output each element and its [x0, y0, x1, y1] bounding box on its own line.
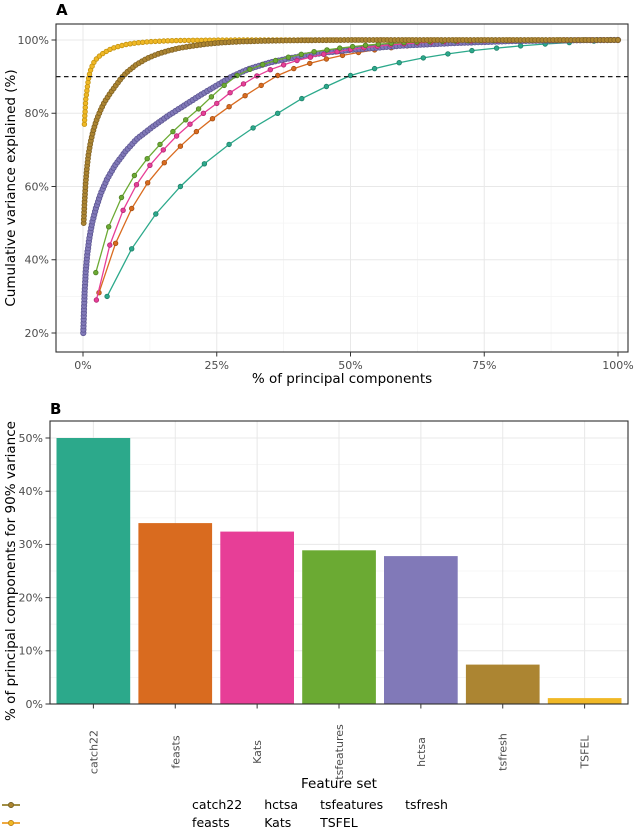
- legend-key-icon: [2, 819, 20, 826]
- series-tsfresh-points: [80, 37, 621, 227]
- panel-b-x-axis-title: Feature set: [301, 776, 377, 792]
- panel-a-line-chart: 0% 25% 50% 75% 100% 20% 40% 60% 80% 100% A % of p…: [3, 1, 634, 387]
- bars: [56, 438, 622, 704]
- legend-item-TSFEL: TSFEL: [2, 815, 383, 830]
- legend-item-tsfresh: tsfresh: [2, 797, 448, 812]
- legend-column: tsfresh: [2, 797, 448, 812]
- y-axis: 20% 40% 60% 80% 100%: [18, 34, 56, 340]
- legend-label: hctsa: [264, 797, 299, 812]
- bar-tsfresh: [465, 664, 540, 704]
- panel-border: [55, 23, 629, 353]
- x-category-label-tsfresh: tsfresh: [497, 733, 510, 771]
- legend-item-feasts: feasts: [2, 815, 242, 830]
- x-tick-label: 0%: [74, 359, 91, 372]
- panel-b-y-axis-title: % of principal components for 90% varian…: [3, 421, 19, 721]
- y-tick-label: 40%: [25, 254, 49, 267]
- legend-label: catch22: [192, 797, 243, 812]
- x-category-label-feasts: feasts: [169, 735, 182, 768]
- legend-label: TSFEL: [320, 815, 358, 830]
- x-category-label-Kats: Kats: [251, 740, 264, 764]
- panel-a-x-axis-title: % of principal components: [252, 371, 432, 387]
- y-axis: 0% 10% 20% 30% 40% 50%: [19, 432, 50, 711]
- bar-hctsa: [384, 556, 458, 704]
- x-category-label-TSFEL: TSFEL: [579, 735, 592, 770]
- panel-background: [56, 24, 628, 352]
- y-tick-label: 20%: [25, 327, 49, 340]
- x-tick-label: 100%: [602, 359, 633, 372]
- panel-a-tag: A: [56, 1, 68, 19]
- legend-column: hctsa Kats: [2, 797, 299, 830]
- bar-TSFEL: [547, 698, 622, 704]
- y-tick-label: 40%: [19, 485, 43, 498]
- x-axis: 0% 25% 50% 75% 100%: [74, 352, 634, 372]
- y-tick-label: 30%: [19, 538, 43, 551]
- x-axis: catch22 feasts Kats tsfeatures hctsa tsfresh T…: [87, 704, 592, 780]
- bar-catch22: [56, 438, 131, 704]
- legend-key-icon: [2, 801, 20, 808]
- y-tick-label: 80%: [25, 107, 49, 120]
- panel-a-plot-area: 0% 25% 50% 75% 100% 20% 40% 60% 80% 100%: [18, 23, 634, 372]
- legend-label: feasts: [192, 815, 230, 830]
- y-tick-label: 50%: [19, 432, 43, 445]
- legend-column: catch22 feasts: [2, 797, 243, 830]
- panel-a-y-axis-title: Cumulative variance explained (%): [3, 69, 19, 306]
- legend-item-hctsa: hctsa: [2, 797, 299, 812]
- y-tick-label: 100%: [18, 34, 49, 47]
- panel-b-tag: B: [50, 400, 61, 418]
- x-category-label-tsfeatures: tsfeatures: [333, 724, 346, 780]
- panel-b-plot-area: catch22 feasts Kats tsfeatures hctsa tsfresh T…: [19, 420, 629, 780]
- series-tsfresh: [80, 37, 621, 227]
- panel-b-bar-chart: catch22 feasts Kats tsfeatures hctsa tsfresh T…: [3, 400, 629, 792]
- legend-column: tsfeatures TSFEL: [2, 797, 384, 830]
- y-tick-label: 0%: [26, 698, 43, 711]
- legend-item-tsfeatures: tsfeatures: [2, 797, 384, 812]
- bar-Kats: [220, 531, 294, 704]
- x-category-label-catch22: catch22: [87, 730, 100, 774]
- y-tick-label: 20%: [19, 591, 43, 604]
- legend: catch22 feasts hctsa Kats tsfeatures TSFEL tsf…: [0, 797, 640, 830]
- series-hctsa-points: [80, 36, 622, 337]
- y-tick-label: 10%: [19, 645, 43, 658]
- x-category-label-hctsa: hctsa: [415, 737, 428, 767]
- y-tick-label: 60%: [25, 180, 49, 193]
- bar-feasts: [138, 523, 213, 704]
- bar-tsfeatures: [302, 550, 376, 704]
- legend-label: tsfresh: [405, 797, 448, 812]
- x-tick-label: 75%: [472, 359, 496, 372]
- legend-item-Kats: Kats: [2, 815, 298, 830]
- legend-item-catch22: catch22: [2, 797, 243, 812]
- x-tick-label: 50%: [338, 359, 362, 372]
- legend-label: Kats: [264, 815, 292, 830]
- x-tick-label: 25%: [205, 359, 229, 372]
- legend-label: tsfeatures: [320, 797, 384, 812]
- series-catch22-line: [106, 39, 619, 297]
